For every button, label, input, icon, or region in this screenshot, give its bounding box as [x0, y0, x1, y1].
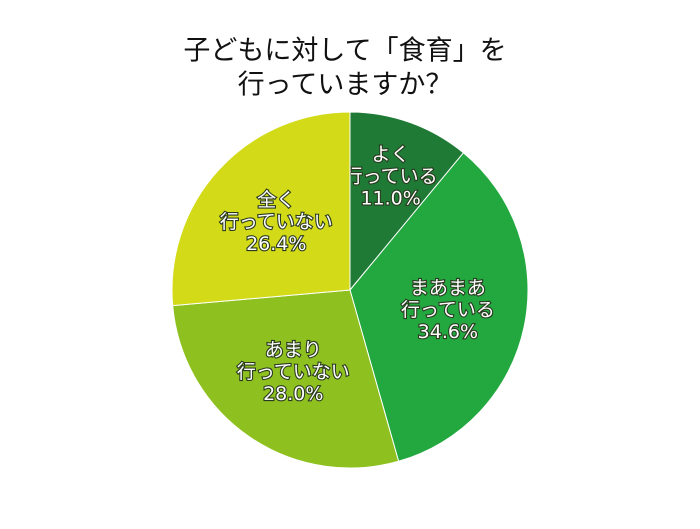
chart-title: 行っていますか？	[238, 70, 453, 101]
pie-slice	[349, 111, 465, 292]
slice-label: 行っている	[344, 166, 438, 188]
value-label: 11.0%	[360, 188, 420, 210]
slice-label: 行っていない	[220, 211, 333, 233]
slice-label: 行っている	[401, 299, 495, 321]
slice-label: 全く	[257, 189, 295, 211]
slice-label: あまり	[265, 339, 322, 361]
value-label: 34.6%	[418, 321, 478, 343]
slice-label: よく	[372, 144, 410, 166]
pie-slice	[171, 111, 351, 307]
slice-label: まあまあ	[410, 277, 486, 299]
slice-label: 行っていない	[237, 361, 350, 383]
pie-slice	[172, 289, 400, 469]
value-label: 26.4%	[246, 233, 306, 255]
value-label: 28.0%	[263, 383, 323, 405]
chart-title: 子どもに対して「食育」を	[183, 36, 506, 67]
pie-slice	[349, 152, 529, 462]
